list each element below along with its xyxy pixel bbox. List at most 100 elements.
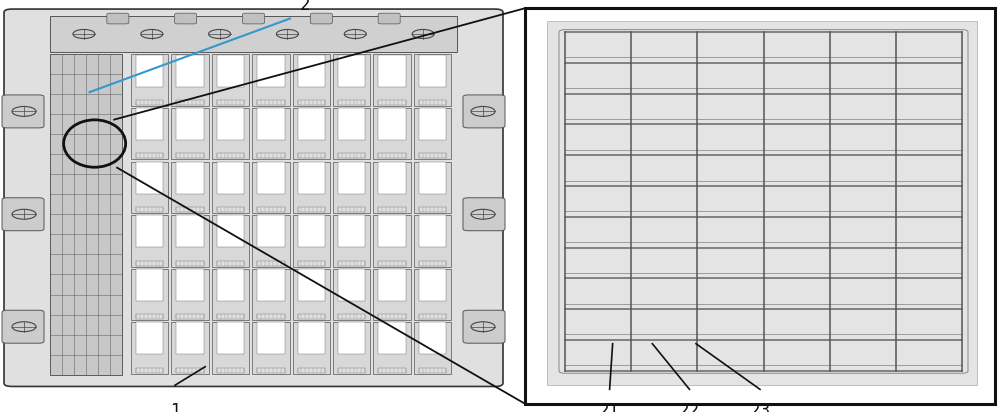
Bar: [298, 323, 325, 354]
Bar: [131, 215, 168, 267]
Bar: [176, 55, 204, 87]
Bar: [136, 100, 163, 105]
Bar: [292, 215, 330, 267]
Bar: [333, 162, 370, 213]
FancyBboxPatch shape: [2, 198, 44, 231]
FancyBboxPatch shape: [310, 13, 332, 24]
Bar: [136, 215, 163, 247]
Bar: [338, 260, 365, 266]
Bar: [378, 154, 406, 159]
Text: 2: 2: [300, 0, 311, 14]
Circle shape: [141, 30, 163, 39]
Bar: [298, 215, 325, 247]
Bar: [378, 314, 406, 319]
Circle shape: [12, 209, 36, 219]
Bar: [333, 108, 370, 159]
Bar: [136, 55, 163, 87]
Bar: [257, 108, 285, 140]
Bar: [176, 162, 204, 194]
Bar: [252, 54, 290, 106]
Bar: [419, 215, 446, 247]
FancyBboxPatch shape: [242, 13, 264, 24]
Bar: [257, 323, 285, 354]
Bar: [298, 314, 325, 319]
Bar: [136, 323, 163, 354]
Bar: [131, 162, 168, 213]
Bar: [292, 162, 330, 213]
Bar: [136, 162, 163, 194]
Bar: [257, 215, 285, 247]
FancyBboxPatch shape: [463, 95, 505, 128]
Circle shape: [471, 209, 495, 219]
Bar: [338, 269, 365, 301]
Circle shape: [344, 30, 366, 39]
Bar: [217, 323, 244, 354]
Bar: [136, 154, 163, 159]
Bar: [217, 154, 244, 159]
Bar: [292, 322, 330, 374]
Bar: [176, 100, 204, 105]
Bar: [419, 108, 446, 140]
Bar: [338, 323, 365, 354]
Bar: [419, 55, 446, 87]
Bar: [217, 55, 244, 87]
FancyBboxPatch shape: [2, 310, 44, 343]
Bar: [378, 260, 406, 266]
Circle shape: [12, 322, 36, 332]
Bar: [338, 368, 365, 372]
Bar: [257, 207, 285, 212]
Bar: [298, 162, 325, 194]
Bar: [257, 100, 285, 105]
Bar: [419, 269, 446, 301]
Bar: [252, 215, 290, 267]
Bar: [176, 323, 204, 354]
Bar: [176, 108, 204, 140]
Bar: [217, 215, 244, 247]
Bar: [217, 260, 244, 266]
Circle shape: [73, 30, 95, 39]
Bar: [217, 269, 244, 301]
Bar: [333, 215, 370, 267]
Bar: [131, 108, 168, 159]
Bar: [252, 269, 290, 320]
FancyBboxPatch shape: [4, 9, 503, 386]
Bar: [171, 162, 209, 213]
FancyBboxPatch shape: [463, 310, 505, 343]
Bar: [217, 314, 244, 319]
Bar: [212, 162, 249, 213]
Bar: [419, 260, 446, 266]
Bar: [298, 207, 325, 212]
Bar: [131, 269, 168, 320]
Bar: [298, 260, 325, 266]
Bar: [338, 100, 365, 105]
Bar: [298, 368, 325, 372]
Bar: [136, 207, 163, 212]
Bar: [378, 269, 406, 301]
Bar: [373, 54, 411, 106]
Bar: [131, 54, 168, 106]
Bar: [373, 162, 411, 213]
Bar: [333, 322, 370, 374]
Text: 21: 21: [599, 402, 620, 412]
Bar: [257, 368, 285, 372]
Bar: [525, 8, 995, 404]
Bar: [419, 314, 446, 319]
Bar: [378, 55, 406, 87]
Bar: [176, 207, 204, 212]
Bar: [298, 154, 325, 159]
Bar: [378, 207, 406, 212]
Bar: [378, 162, 406, 194]
Bar: [373, 108, 411, 159]
Bar: [378, 108, 406, 140]
Bar: [257, 55, 285, 87]
Bar: [176, 314, 204, 319]
Bar: [378, 100, 406, 105]
Bar: [171, 215, 209, 267]
Bar: [419, 368, 446, 372]
Text: 22: 22: [679, 402, 700, 412]
Bar: [338, 207, 365, 212]
Bar: [176, 215, 204, 247]
Bar: [292, 108, 330, 159]
Bar: [373, 269, 411, 320]
Bar: [298, 108, 325, 140]
